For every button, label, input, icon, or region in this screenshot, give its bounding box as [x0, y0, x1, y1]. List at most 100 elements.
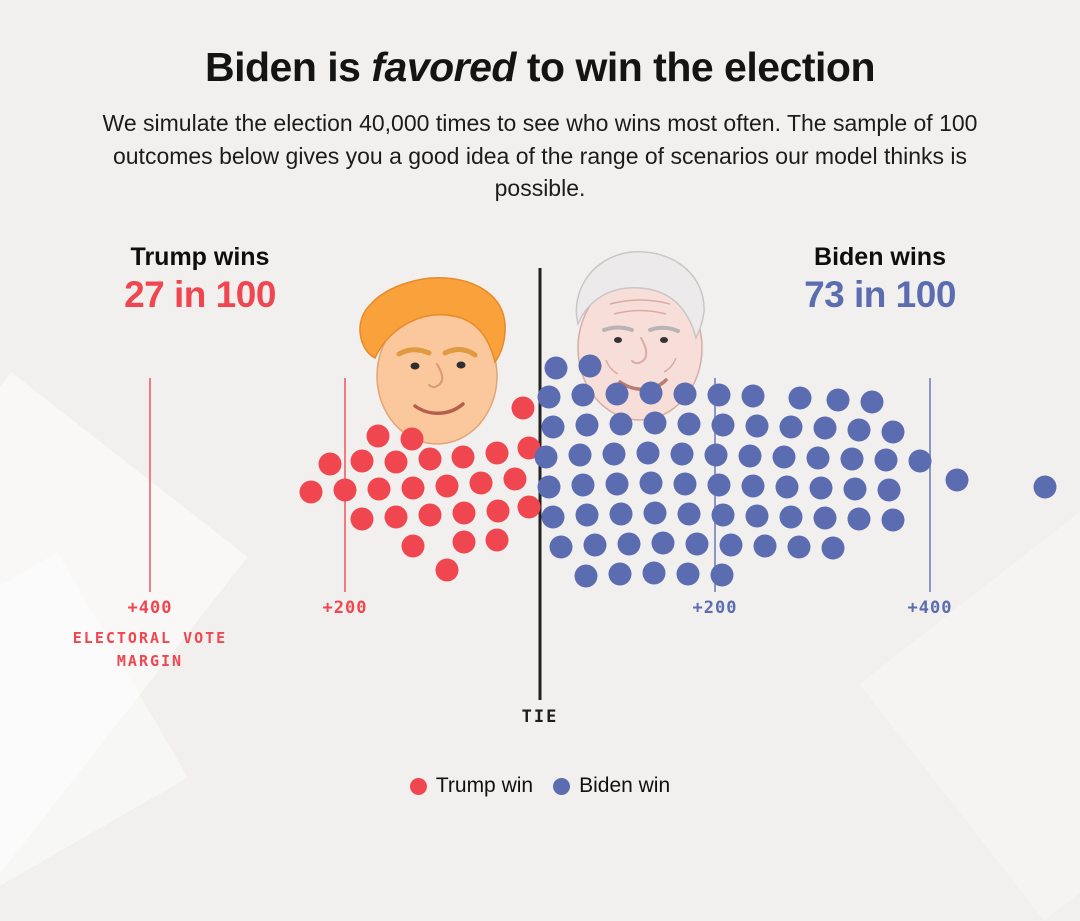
- trump-outcome-dot: [511, 396, 535, 420]
- biden-outcome-dot: [643, 501, 667, 525]
- biden-outcome-dot: [881, 420, 905, 444]
- biden-outcome-dot: [787, 535, 811, 559]
- biden-legend-dot-icon: [553, 777, 571, 795]
- title-suffix: to win the election: [515, 44, 876, 90]
- biden-outcome-dot: [813, 416, 837, 440]
- trump-outcome-dot: [485, 528, 509, 552]
- trump-nose: [428, 363, 444, 389]
- biden-nose: [631, 337, 648, 365]
- trump-eye-left: [410, 362, 420, 370]
- biden-outcome-dot: [710, 563, 734, 587]
- biden-outcome-dot: [617, 532, 641, 556]
- trump-eye-right: [456, 361, 466, 369]
- biden-wins-annotation: Biden wins 73 in 100: [735, 243, 1025, 316]
- trump-outcome-dot: [350, 507, 374, 531]
- biden-eyebrow-left: [602, 325, 634, 332]
- biden-cheek-right: [663, 357, 677, 373]
- biden-outcome-dot: [676, 562, 700, 586]
- trump-legend-dot-icon: [409, 777, 427, 795]
- biden-legend-label: Biden win: [579, 774, 671, 797]
- biden-outcome-dot: [636, 441, 660, 465]
- biden-outcome-dot: [537, 385, 561, 409]
- biden-outcome-dot: [826, 388, 850, 412]
- biden-outcome-dot: [840, 447, 864, 471]
- biden-outcome-dot: [877, 478, 901, 502]
- biden-forehead-wrinkle-1: [609, 299, 671, 305]
- biden-cheek-left: [605, 359, 619, 375]
- biden-outcome-dot: [677, 502, 701, 526]
- biden-outcome-dot: [711, 503, 735, 527]
- biden-outcome-dot: [534, 445, 558, 469]
- biden-outcome-dot: [704, 443, 728, 467]
- biden-outcome-dot: [738, 444, 762, 468]
- biden-outcome-dot: [673, 472, 697, 496]
- axis-tick-trump-200: +200: [322, 598, 368, 618]
- legend-item-trump: Trump win: [409, 774, 533, 798]
- biden-outcome-dot: [809, 476, 833, 500]
- chart-subtitle: We simulate the election 40,000 times to…: [102, 110, 978, 202]
- biden-outcome-dot: [707, 383, 731, 407]
- trump-outcome-dot: [401, 534, 425, 558]
- trump-outcome-dot: [435, 558, 459, 582]
- biden-outcome-dot: [775, 475, 799, 499]
- trump-hair: [359, 277, 506, 364]
- biden-outcome-dot: [544, 356, 568, 380]
- biden-outcome-dot: [745, 414, 769, 438]
- biden-outcome-dot: [651, 531, 675, 555]
- biden-outcome-dot: [602, 442, 626, 466]
- title-emphasis: favored: [371, 44, 516, 90]
- axis-tick-biden-200: +200: [692, 598, 738, 618]
- biden-wins-label: Biden wins: [814, 243, 946, 271]
- biden-outcome-dot: [583, 533, 607, 557]
- biden-outcome-dot: [643, 411, 667, 435]
- axis-caption-line2: MARGIN: [116, 651, 184, 670]
- axis-tick-biden-400: +400: [907, 598, 953, 618]
- biden-outcome-dot: [779, 505, 803, 529]
- trump-outcome-dot: [318, 452, 342, 476]
- axis-caption: ELECTORAL VOTE MARGIN: [40, 627, 260, 672]
- trump-outcome-dot: [400, 427, 424, 451]
- page-title: Biden is favored to win the election: [0, 0, 1080, 91]
- biden-outcome-dot: [537, 475, 561, 499]
- biden-outcome-dot: [677, 412, 701, 436]
- biden-eye-right: [660, 337, 668, 343]
- biden-outcome-dot: [847, 418, 871, 442]
- biden-outcome-dot: [605, 472, 629, 496]
- trump-outcome-dot: [299, 480, 323, 504]
- biden-outcome-dot: [881, 508, 905, 532]
- biden-outcome-dot: [673, 382, 697, 406]
- biden-outcome-dot: [609, 502, 633, 526]
- biden-outcome-dot: [639, 471, 663, 495]
- biden-forehead-wrinkle-2: [613, 309, 667, 315]
- biden-outcome-dot: [860, 390, 884, 414]
- biden-face-illustration: [575, 251, 705, 421]
- biden-outcome-dot: [813, 506, 837, 530]
- biden-outcome-dot: [575, 503, 599, 527]
- trump-outcome-dot: [452, 501, 476, 525]
- trump-outcome-dot: [485, 441, 509, 465]
- biden-outcome-dot: [741, 474, 765, 498]
- biden-outcome-dot: [843, 477, 867, 501]
- trump-outcome-dot: [503, 467, 527, 491]
- biden-hair: [575, 251, 705, 341]
- biden-outcome-dot: [549, 535, 573, 559]
- trump-outcome-dot: [418, 503, 442, 527]
- trump-eyebrow-left: [396, 347, 432, 357]
- trump-outcome-dot: [401, 476, 425, 500]
- biden-outcome-dot: [908, 449, 932, 473]
- biden-outcome-dot: [642, 561, 666, 585]
- biden-outcome-dot: [571, 473, 595, 497]
- biden-wins-count: 73 in 100: [804, 274, 956, 315]
- outcome-dots-layer: [299, 354, 1057, 588]
- biden-outcome-dot: [605, 382, 629, 406]
- biden-outcome-dot: [719, 533, 743, 557]
- biden-outcome-dot: [1033, 475, 1057, 499]
- beeswarm-chart: [149, 251, 1057, 700]
- biden-eyebrow-right: [648, 325, 680, 333]
- biden-outcome-dot: [568, 443, 592, 467]
- axis-caption-line1: ELECTORAL VOTE: [72, 629, 228, 647]
- trump-outcome-dot: [384, 450, 408, 474]
- legend-item-biden: Biden win: [553, 774, 670, 798]
- biden-outcome-dot: [609, 412, 633, 436]
- trump-wins-count: 27 in 100: [124, 274, 276, 315]
